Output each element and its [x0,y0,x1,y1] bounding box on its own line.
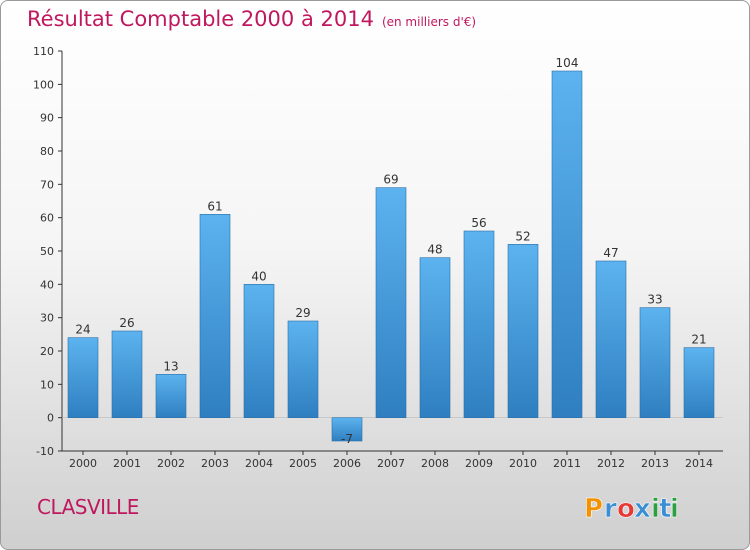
logo-letter: x [634,494,651,524]
y-tick-label: 90 [40,112,54,125]
bar [155,374,187,418]
bar [419,257,451,418]
x-tick-label: 2004 [245,457,273,470]
bars [67,70,715,442]
y-tick-label: 0 [47,412,54,425]
y-tick-label: 80 [40,145,54,158]
bar [551,70,583,418]
y-tick-label: 30 [40,312,54,325]
logo-letter: P [584,494,603,524]
bar [243,284,275,418]
bar [507,244,539,418]
value-labels: 24 26 13 61 40 29 -7 69 48 56 52 104 47 33 21 [75,56,706,446]
logo-letter: o [617,494,635,524]
value-label: 13 [163,359,178,373]
value-label: 52 [515,229,530,243]
bar [67,337,99,418]
bar [287,320,319,418]
x-tick-label: 2012 [597,457,625,470]
bar [199,214,231,418]
value-label: 29 [295,306,310,320]
commune-name: CLASVILLE [37,495,139,519]
y-tick-label: 20 [40,345,54,358]
value-label: 104 [556,56,579,70]
value-label: 48 [427,243,442,257]
x-tick-label: 2000 [69,457,97,470]
value-label: 69 [383,173,398,187]
value-label: 26 [119,316,134,330]
x-tick-label: 2005 [289,457,317,470]
y-tick-label: 40 [40,278,54,291]
x-tick-label: 2001 [113,457,141,470]
logo-letter: t [659,494,671,524]
y-tick-label: 50 [40,245,54,258]
x-tick-label: 2010 [509,457,537,470]
x-tick-label: 2013 [641,457,669,470]
chart-subtitle: (en milliers d'€) [381,15,477,29]
value-label: 56 [471,216,486,230]
x-tick-label: 2011 [553,457,581,470]
bar [683,347,715,418]
y-tick-label: 70 [40,178,54,191]
y-tick-label: 10 [40,378,54,391]
logo-letter: i [670,494,679,524]
value-label: 21 [691,333,706,347]
x-tick-label: 2009 [465,457,493,470]
x-tick-label: 2006 [333,457,361,470]
y-tick-label: -10 [36,445,54,458]
chart-title: Résultat Comptable 2000 à 2014 (en millie… [27,7,476,31]
y-tick-label: 100 [33,78,54,91]
logo-letter: i [651,494,660,524]
x-tick-label: 2003 [201,457,229,470]
value-label: 24 [75,323,90,337]
bar [375,187,407,418]
x-tick-label: 2002 [157,457,185,470]
bar [331,417,363,442]
value-label: 33 [647,293,662,307]
x-tick-label: 2007 [377,457,405,470]
value-label: -7 [341,432,353,446]
value-label: 40 [251,269,266,283]
bar [463,230,495,418]
y-tick-label: 110 [33,45,54,58]
bar [595,260,627,418]
value-label: 61 [207,199,222,213]
bar [639,307,671,418]
value-label: 47 [603,246,618,260]
x-tick-label: 2008 [421,457,449,470]
bar [111,330,143,418]
x-tick-label: 2014 [685,457,713,470]
y-tick-label: 60 [40,212,54,225]
title-text: Résultat Comptable 2000 à 2014 [27,7,374,31]
logo-letter: r [604,494,617,524]
